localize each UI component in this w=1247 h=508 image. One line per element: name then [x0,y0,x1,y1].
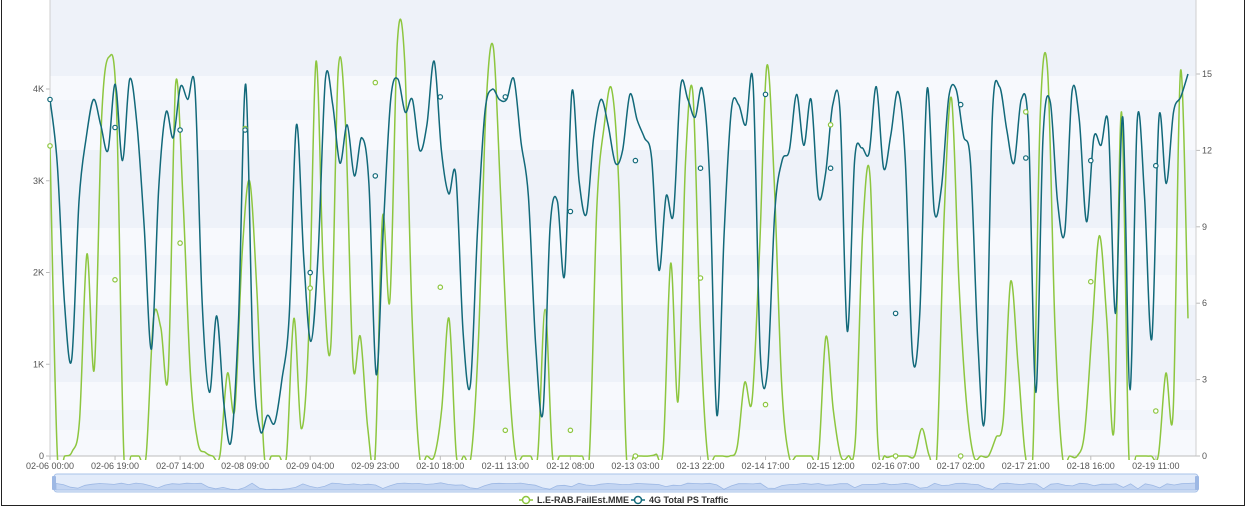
left-tick-label: 2K [33,268,44,278]
x-tick-label: 02-17 21:00 [1002,461,1050,471]
data-point-marker[interactable] [437,94,444,100]
x-tick-label: 02-15 12:00 [807,461,855,471]
data-point-marker[interactable] [827,165,834,172]
legend-item-4g-total-ps-traffic[interactable]: 4G Total PS Traffic [631,495,728,505]
x-tick-label: 02-13 22:00 [676,461,724,471]
x-tick-label: 02-09 04:00 [286,461,334,471]
left-tick-label: 0 [39,451,44,461]
data-point-marker[interactable] [697,275,704,281]
data-point-marker[interactable] [307,285,314,291]
data-point-marker[interactable] [372,79,379,86]
legend: L.E-RAB.FailEst.MME 4G Total PS Traffic [519,495,728,505]
right-tick-label: 12 [1202,145,1212,155]
data-point-marker[interactable] [1088,278,1094,285]
legend-item-l-e-rab-failest-mme[interactable]: L.E-RAB.FailEst.MME [519,495,629,505]
data-point-marker[interactable] [1153,162,1159,169]
data-point-marker[interactable] [1023,155,1029,161]
right-axis: 0 3 6 9 12 15 [1195,0,1212,461]
data-point-marker[interactable] [1153,408,1159,414]
legend-marker-icon [633,495,643,505]
data-point-marker[interactable] [177,240,183,246]
data-point-marker[interactable] [112,124,118,131]
data-point-marker[interactable] [47,96,53,103]
left-tick-label: 3K [33,176,44,186]
legend-label: L.E-RAB.FailEst.MME [537,495,629,505]
left-axis: 0 1K 2K 3K 4K [33,0,51,461]
data-point-marker[interactable] [892,453,899,459]
data-point-marker[interactable] [567,208,574,215]
right-tick-label: 3 [1202,375,1207,385]
data-point-marker[interactable] [1088,157,1094,164]
x-tick-label: 02-12 08:00 [546,461,594,471]
series-line-4g-total-ps-traffic [50,60,1189,446]
data-point-marker[interactable] [242,127,248,133]
data-point-marker[interactable] [632,157,639,164]
x-tick-label: 02-06 19:00 [91,461,139,471]
x-tick-label: 02-16 07:00 [872,461,920,471]
right-tick-label: 6 [1202,298,1207,308]
x-tick-label: 02-08 09:00 [221,461,269,471]
left-tick-label: 1K [33,359,44,369]
data-point-marker[interactable] [762,401,769,408]
right-tick-label: 15 [1202,69,1212,79]
data-point-marker[interactable] [177,127,183,133]
legend-marker-icon [521,495,531,505]
right-tick-label: 9 [1202,222,1207,232]
x-tick-label: 02-14 17:00 [742,461,790,471]
range-navigator[interactable] [52,473,1199,493]
data-point-marker[interactable] [1023,109,1029,115]
data-point-marker[interactable] [372,173,379,179]
legend-label: 4G Total PS Traffic [649,495,728,505]
x-tick-label: 02-07 14:00 [156,461,204,471]
right-tick-label: 0 [1202,451,1207,461]
data-point-marker[interactable] [502,427,509,434]
series-line-l-e-rab-failest-mme [50,18,1189,460]
data-point-marker[interactable] [957,101,964,108]
data-point-marker[interactable] [827,122,834,128]
left-tick-label: 4K [33,84,44,94]
data-point-marker[interactable] [632,453,639,459]
data-point-marker[interactable] [307,269,314,276]
series-markers [47,79,1159,459]
data-point-marker[interactable] [892,310,899,317]
data-point-marker[interactable] [567,427,574,434]
data-point-marker[interactable] [112,276,118,283]
data-point-marker[interactable] [47,143,53,149]
data-point-marker[interactable] [697,165,704,172]
data-point-marker[interactable] [502,94,509,100]
x-tick-label: 02-19 11:00 [1132,461,1179,471]
navigator-handle-right[interactable] [1195,476,1199,490]
x-tick-label: 02-06 00:00 [26,461,74,471]
navigator-preview [55,482,1197,491]
x-tick-label: 02-17 02:00 [937,461,985,471]
data-point-marker[interactable] [957,453,964,459]
x-tick-label: 02-18 16:00 [1067,461,1115,471]
data-point-marker[interactable] [762,91,769,98]
x-axis: 02-06 00:00 02-06 19:00 02-07 14:00 02-08 0… [26,456,1180,471]
x-tick-label: 02-13 03:00 [611,461,659,471]
x-tick-label: 02-10 18:00 [416,461,464,471]
x-tick-label: 02-11 13:00 [482,461,529,471]
data-point-marker[interactable] [437,284,444,291]
x-tick-label: 02-09 23:00 [351,461,399,471]
navigator-handle-left[interactable] [52,476,56,490]
